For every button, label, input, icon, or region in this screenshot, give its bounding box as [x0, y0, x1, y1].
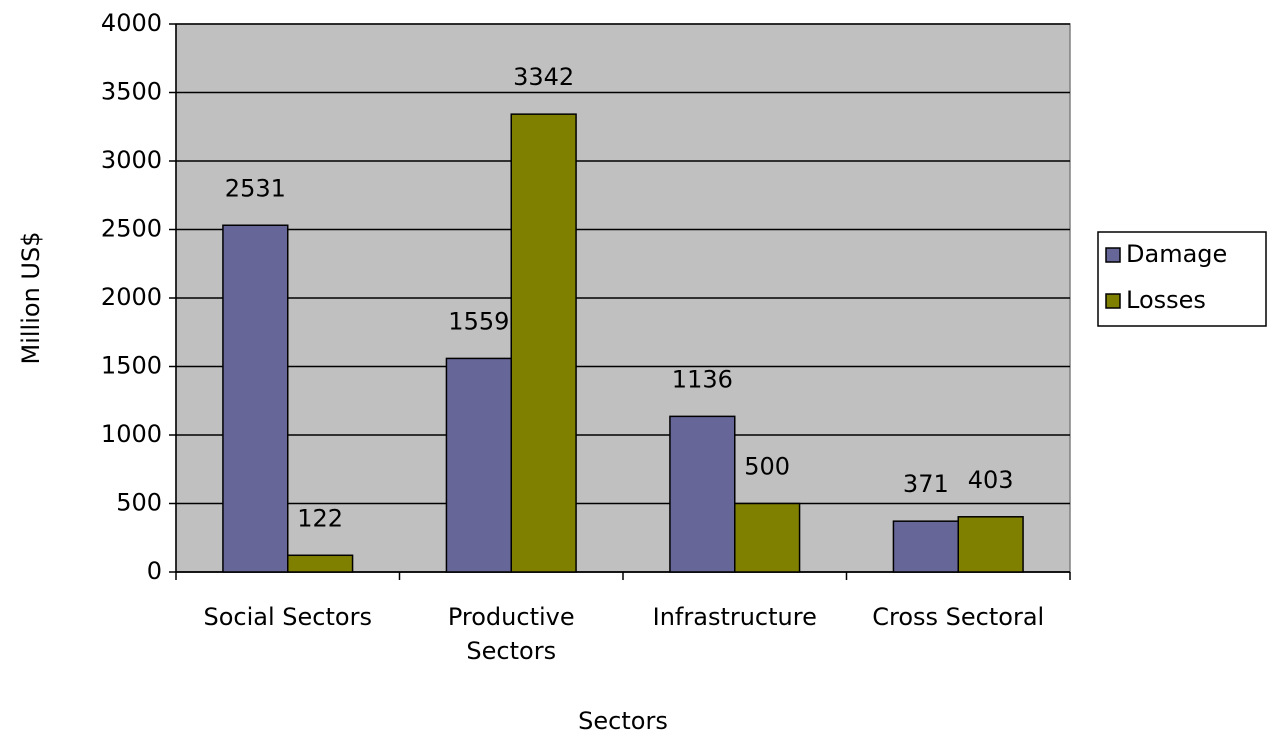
legend-label: Damage — [1126, 240, 1227, 268]
y-axis-title: Million US$ — [17, 232, 45, 365]
x-tick-label: Cross Sectoral — [872, 603, 1045, 631]
data-label: 403 — [968, 466, 1014, 494]
data-label: 500 — [744, 453, 790, 481]
data-label: 3342 — [513, 63, 574, 91]
bar — [669, 415, 736, 573]
bar — [734, 502, 801, 573]
bar — [892, 520, 959, 573]
bar — [445, 357, 512, 573]
y-tick-label: 1000 — [101, 420, 162, 448]
bar — [510, 113, 577, 573]
data-label: 2531 — [225, 174, 286, 202]
legend-label: Losses — [1126, 286, 1206, 314]
legend-swatch — [1105, 247, 1121, 263]
data-label: 122 — [297, 504, 343, 532]
y-tick-label: 2500 — [101, 215, 162, 243]
bar — [222, 224, 289, 573]
bar — [957, 516, 1024, 573]
y-tick-label: 3000 — [101, 146, 162, 174]
y-tick-label: 2000 — [101, 283, 162, 311]
data-label: 1136 — [672, 365, 733, 393]
y-tick-label: 0 — [147, 557, 162, 585]
x-tick-label: Productive Sectors — [447, 603, 575, 665]
legend-swatch — [1105, 293, 1121, 309]
y-tick-label: 500 — [116, 489, 162, 517]
legend-box — [1097, 231, 1267, 327]
x-axis-title: Sectors — [578, 707, 668, 735]
bar — [287, 554, 354, 573]
data-label: 1559 — [448, 307, 509, 335]
y-tick-label: 1500 — [101, 352, 162, 380]
y-tick-label: 4000 — [101, 9, 162, 37]
y-tick-label: 3500 — [101, 78, 162, 106]
x-tick-label: Infrastructure — [652, 603, 817, 631]
data-label: 371 — [903, 470, 949, 498]
x-tick-label: Social Sectors — [203, 603, 372, 631]
